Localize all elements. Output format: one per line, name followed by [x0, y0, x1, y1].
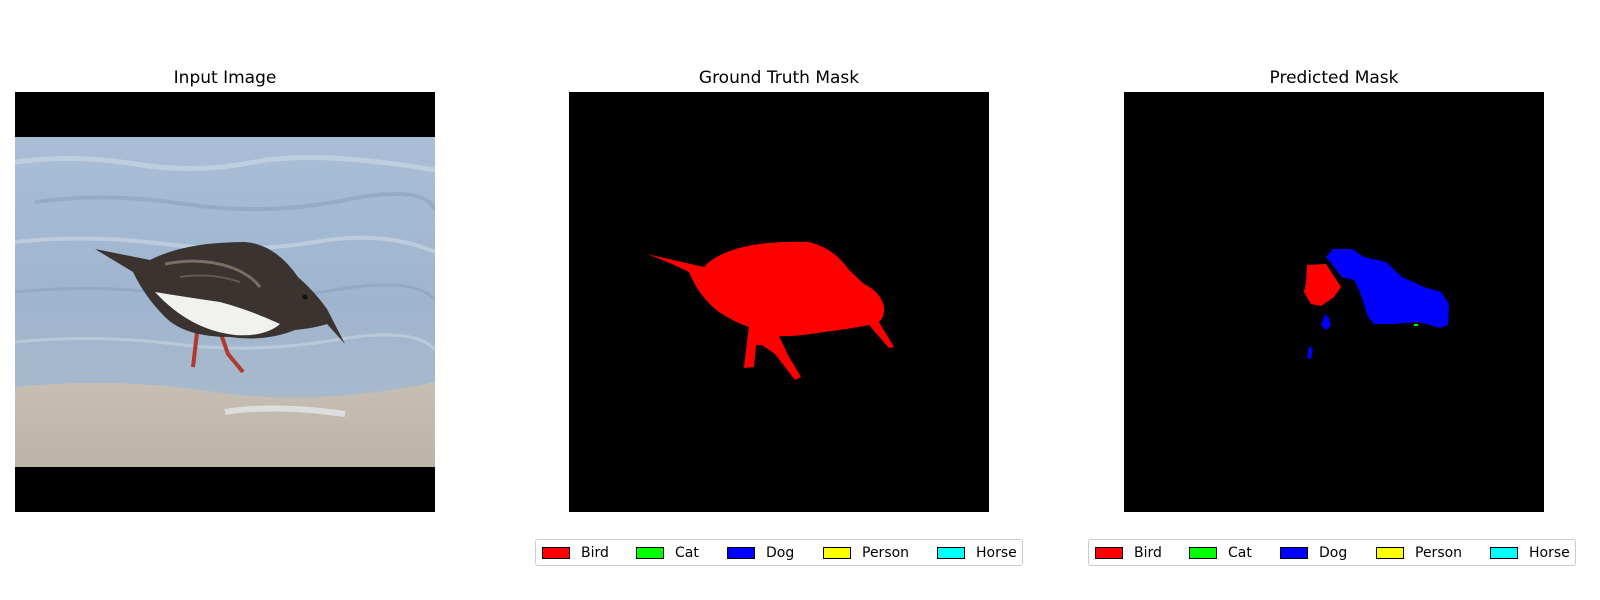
- legend-swatch-person: [1376, 546, 1404, 559]
- predicted-mask: [1124, 92, 1544, 512]
- predicted-bird-region: [1304, 264, 1341, 306]
- legend-label-bird: Bird: [1134, 544, 1162, 561]
- legend-label-bird: Bird: [581, 544, 609, 561]
- legend-item-horse: Horse: [1490, 545, 1570, 561]
- legend-swatch-person: [823, 546, 851, 559]
- predicted-legend: Bird Cat Dog Person Horse: [1088, 539, 1576, 566]
- legend-swatch-bird: [1095, 546, 1123, 559]
- legend-swatch-dog: [727, 546, 755, 559]
- input-photo: [15, 92, 435, 512]
- input-image: [15, 92, 435, 512]
- legend-label-cat: Cat: [1228, 544, 1252, 561]
- input-image-title: Input Image: [173, 68, 277, 88]
- legend-label-horse: Horse: [1529, 544, 1570, 561]
- ground-truth-mask: [569, 92, 989, 512]
- legend-label-dog: Dog: [766, 544, 795, 561]
- legend-swatch-cat: [1189, 546, 1217, 559]
- legend-label-horse: Horse: [976, 544, 1017, 561]
- legend-item-bird: Bird: [1095, 545, 1189, 561]
- legend-item-dog: Dog: [727, 545, 823, 561]
- legend-item-cat: Cat: [1189, 545, 1280, 561]
- predicted-cat-region: [1414, 324, 1418, 326]
- legend-swatch-cat: [636, 546, 664, 559]
- legend-swatch-horse: [1490, 546, 1518, 559]
- legend-label-person: Person: [1415, 544, 1463, 561]
- bird-mask-region: [644, 241, 894, 380]
- legend-swatch-horse: [937, 546, 965, 559]
- ground-truth-mask-image: [569, 92, 989, 512]
- predicted-mask-title: Predicted Mask: [1269, 68, 1399, 88]
- legend-swatch-dog: [1280, 546, 1308, 559]
- legend-item-horse: Horse: [937, 545, 1017, 561]
- predicted-mask-image: [1124, 92, 1544, 512]
- ground-truth-legend: Bird Cat Dog Person Horse: [535, 539, 1023, 566]
- legend-label-person: Person: [862, 544, 910, 561]
- legend-item-cat: Cat: [636, 545, 727, 561]
- legend-item-person: Person: [823, 545, 937, 561]
- legend-item-dog: Dog: [1280, 545, 1376, 561]
- legend-swatch-bird: [542, 546, 570, 559]
- legend-item-person: Person: [1376, 545, 1490, 561]
- ground-truth-title: Ground Truth Mask: [698, 68, 860, 88]
- predicted-dog-region: [1307, 249, 1449, 359]
- legend-label-dog: Dog: [1319, 544, 1348, 561]
- legend-item-bird: Bird: [542, 545, 636, 561]
- legend-label-cat: Cat: [675, 544, 699, 561]
